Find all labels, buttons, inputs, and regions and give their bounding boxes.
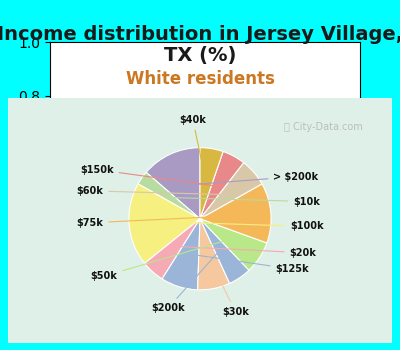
Text: $100k: $100k: [166, 222, 324, 231]
Text: $20k: $20k: [178, 246, 316, 258]
Text: $200k: $200k: [151, 251, 219, 313]
Text: $40k: $40k: [180, 115, 206, 180]
Text: White residents: White residents: [126, 70, 274, 88]
Wedge shape: [146, 148, 200, 219]
Wedge shape: [129, 184, 200, 263]
Wedge shape: [145, 219, 200, 279]
Wedge shape: [200, 163, 262, 219]
Text: $10k: $10k: [172, 197, 320, 206]
Text: $125k: $125k: [192, 254, 309, 274]
Wedge shape: [138, 172, 200, 219]
Text: > $200k: > $200k: [187, 172, 318, 185]
Text: $75k: $75k: [76, 216, 234, 228]
Wedge shape: [200, 219, 267, 270]
Text: $30k: $30k: [208, 258, 249, 317]
Wedge shape: [200, 184, 271, 243]
Wedge shape: [162, 219, 200, 290]
Text: $150k: $150k: [80, 164, 215, 186]
Wedge shape: [200, 148, 223, 219]
Text: Income distribution in Jersey Village,
TX (%): Income distribution in Jersey Village, T…: [0, 25, 400, 65]
Text: $60k: $60k: [76, 186, 225, 196]
Wedge shape: [200, 219, 249, 284]
Text: $50k: $50k: [90, 240, 228, 281]
Wedge shape: [200, 152, 244, 219]
Wedge shape: [198, 219, 230, 290]
Text: ⌖ City-Data.com: ⌖ City-Data.com: [284, 122, 363, 133]
